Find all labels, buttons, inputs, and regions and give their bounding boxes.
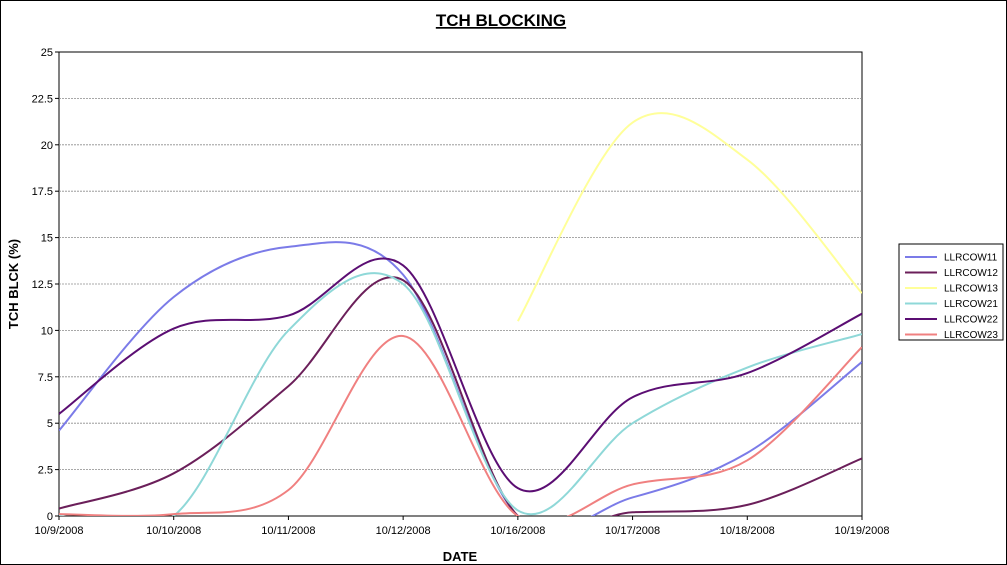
series-lines bbox=[59, 112, 862, 516]
y-tick-label: 5 bbox=[47, 418, 53, 430]
legend-box bbox=[898, 243, 1004, 341]
y-tick-label: 15 bbox=[41, 233, 53, 245]
x-axis-title: DATE bbox=[443, 549, 478, 564]
y-axis-ticks: 0 2.5 5 7.5 10 12.5 15 17.5 20 22.5 25 bbox=[32, 47, 59, 523]
x-tick-label: 10/19/2008 bbox=[834, 525, 889, 537]
x-tick-label: 10/17/2008 bbox=[605, 525, 660, 537]
legend-label: LLRCOW12 bbox=[944, 268, 998, 279]
x-tick-label: 10/11/2008 bbox=[261, 525, 315, 537]
y-tick-label: 2.5 bbox=[38, 465, 53, 477]
y-tick-label: 7.5 bbox=[38, 372, 53, 384]
legend-label: LLRCOW13 bbox=[944, 284, 998, 295]
y-tick-label: 20 bbox=[41, 140, 53, 152]
legend-label: LLRCOW11 bbox=[944, 253, 998, 264]
legend-label: LLRCOW22 bbox=[944, 315, 998, 326]
x-tick-label: 10/9/2008 bbox=[35, 525, 84, 537]
y-tick-label: 12.5 bbox=[32, 279, 53, 291]
legend: LLRCOW11 LLRCOW12 LLRCOW13 LLRCOW21 LLRCOW22… bbox=[898, 243, 1004, 341]
x-axis-ticks: 10/9/2008 10/10/2008 10/11/2008 10/12/2008 1… bbox=[35, 516, 890, 537]
series-line-llrcow22 bbox=[59, 257, 862, 493]
series-line-llrcow23 bbox=[59, 334, 862, 516]
series-line-llrcow12 bbox=[59, 276, 862, 516]
y-tick-label: 17.5 bbox=[32, 186, 53, 198]
y-tick-label: 0 bbox=[47, 511, 53, 523]
x-tick-label: 10/18/2008 bbox=[720, 525, 775, 537]
x-tick-label: 10/16/2008 bbox=[490, 525, 545, 537]
y-tick-label: 22.5 bbox=[32, 93, 53, 105]
legend-label: LLRCOW23 bbox=[944, 330, 998, 341]
y-tick-label: 25 bbox=[41, 47, 53, 59]
gridlines bbox=[59, 98, 862, 471]
series-line-llrcow21 bbox=[59, 272, 862, 516]
series-line-llrcow13 bbox=[516, 112, 862, 322]
chart-title: TCH BLOCKING bbox=[436, 11, 566, 30]
y-tick-label: 10 bbox=[41, 325, 53, 337]
y-axis-title: TCH BLCK (%) bbox=[6, 239, 21, 329]
legend-label: LLRCOW21 bbox=[944, 299, 998, 310]
x-tick-label: 10/12/2008 bbox=[376, 525, 431, 537]
x-tick-label: 10/10/2008 bbox=[146, 525, 201, 537]
